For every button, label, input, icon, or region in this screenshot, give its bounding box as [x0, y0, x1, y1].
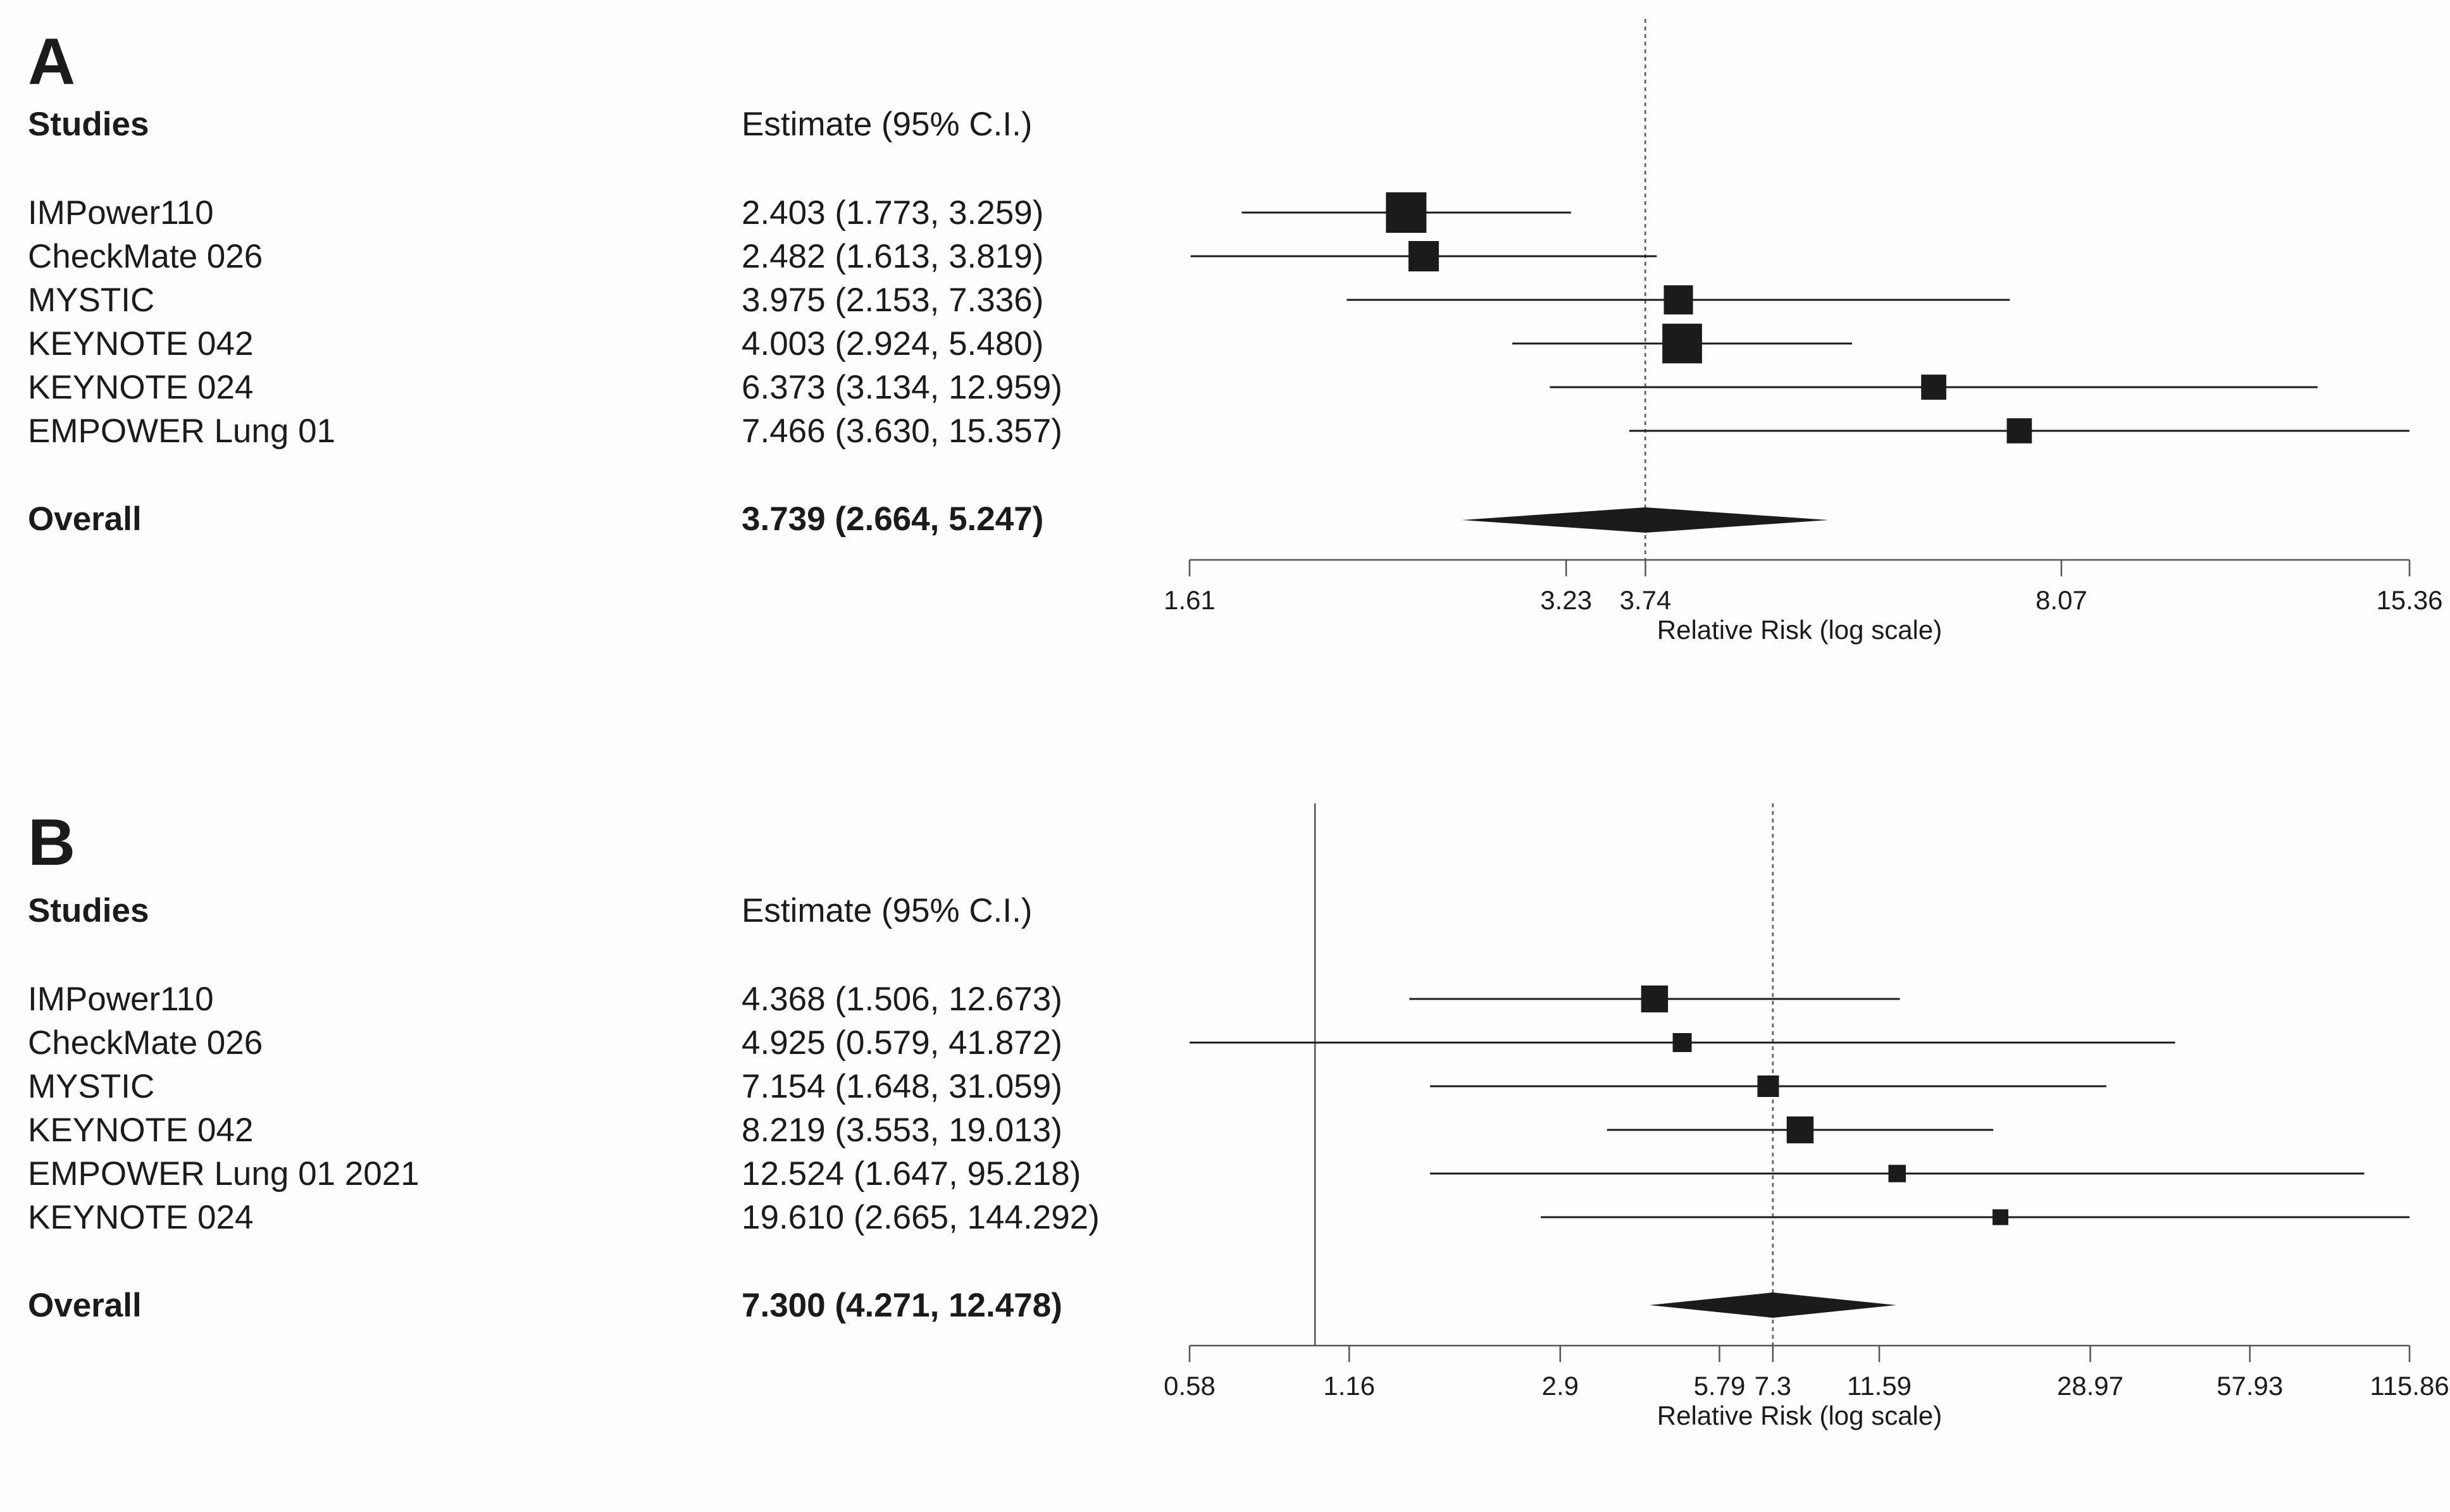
overall-diamond — [1462, 507, 1829, 533]
point-estimate — [1921, 375, 1946, 400]
study-name: KEYNOTE 024 — [28, 369, 254, 406]
study-name: EMPOWER Lung 01 2021 — [28, 1155, 420, 1193]
study-estimate: 2.403 (1.773, 3.259) — [742, 194, 1044, 232]
point-estimate — [1641, 985, 1669, 1013]
point-estimate — [1408, 241, 1439, 271]
point-estimate — [1386, 192, 1427, 233]
study-estimate: 4.925 (0.579, 41.872) — [742, 1024, 1062, 1062]
overall-estimate: 3.739 (2.664, 5.247) — [742, 500, 1044, 538]
x-tick-label: 2.9 — [1542, 1371, 1579, 1401]
estimate-header: Estimate (95% C.I.) — [742, 106, 1033, 143]
panel-b: 0.58 1.16 2.9 5.79 7.3 11.59 28.97 57.93 115.86 R… — [0, 784, 2450, 1512]
study-name: KEYNOTE 042 — [28, 325, 254, 363]
x-tick-label: 57.93 — [2217, 1371, 2283, 1401]
x-tick-label: 8.07 — [2036, 585, 2087, 615]
study-name: MYSTIC — [28, 1068, 155, 1105]
study-name: IMPower110 — [28, 194, 214, 232]
study-estimate: 12.524 (1.647, 95.218) — [742, 1155, 1081, 1193]
x-tick-label: 115.86 — [2370, 1371, 2449, 1401]
point-estimate — [1663, 285, 1693, 315]
study-estimate: 3.975 (2.153, 7.336) — [742, 282, 1044, 319]
x-tick-label: 1.16 — [1323, 1371, 1375, 1401]
x-tick-label: 1.61 — [1164, 585, 1216, 615]
study-estimate: 7.466 (3.630, 15.357) — [742, 412, 1062, 450]
overall-label: Overall — [28, 500, 142, 538]
study-estimate: 7.154 (1.648, 31.059) — [742, 1068, 1062, 1105]
x-tick-label: 28.97 — [2057, 1371, 2124, 1401]
x-tick-label: 3.74 — [1620, 585, 1672, 615]
study-name: EMPOWER Lung 01 — [28, 412, 336, 450]
point-estimate — [1888, 1165, 1906, 1182]
panel-letter: B — [28, 806, 76, 879]
study-name: CheckMate 026 — [28, 238, 263, 275]
study-name: MYSTIC — [28, 282, 155, 319]
point-estimate — [1992, 1209, 2008, 1225]
x-axis-label: Relative Risk (log scale) — [1657, 1401, 1942, 1430]
x-tick-label: 11.59 — [1847, 1371, 1912, 1401]
x-tick-label: 5.79 — [1694, 1371, 1746, 1401]
point-estimate — [1662, 323, 1702, 364]
x-axis-label: Relative Risk (log scale) — [1657, 615, 1942, 645]
point-estimate — [2006, 418, 2032, 443]
x-tick-label: 7.3 — [1755, 1371, 1791, 1401]
study-estimate: 2.482 (1.613, 3.819) — [742, 238, 1044, 275]
panel-a: 1.61 3.23 3.74 8.07 15.36 Relative Risk (log … — [0, 0, 2450, 728]
overall-estimate: 7.300 (4.271, 12.478) — [742, 1287, 1062, 1324]
x-tick-label: 0.58 — [1164, 1371, 1216, 1401]
study-name: KEYNOTE 024 — [28, 1199, 254, 1236]
study-estimate: 8.219 (3.553, 19.013) — [742, 1112, 1062, 1149]
forest-plot-a: 1.61 3.23 3.74 8.07 15.36 Relative Risk (log … — [1164, 19, 2443, 645]
overall-diamond — [1649, 1292, 1896, 1318]
point-estimate — [1786, 1116, 1814, 1144]
study-name: IMPower110 — [28, 981, 214, 1018]
x-tick-label: 3.23 — [1540, 585, 1592, 615]
study-estimate: 6.373 (3.134, 12.959) — [742, 369, 1062, 406]
study-name: CheckMate 026 — [28, 1024, 263, 1062]
forest-plot-b: 0.58 1.16 2.9 5.79 7.3 11.59 28.97 57.93 115.86 R… — [1164, 803, 2449, 1430]
study-name: KEYNOTE 042 — [28, 1112, 254, 1149]
point-estimate — [1672, 1033, 1692, 1052]
studies-header: Studies — [28, 106, 149, 143]
overall-label: Overall — [28, 1287, 142, 1324]
point-estimate — [1757, 1075, 1779, 1097]
studies-header: Studies — [28, 892, 149, 929]
estimate-header: Estimate (95% C.I.) — [742, 892, 1033, 929]
study-estimate: 4.368 (1.506, 12.673) — [742, 981, 1062, 1018]
study-estimate: 4.003 (2.924, 5.480) — [742, 325, 1044, 363]
x-tick-label: 15.36 — [2376, 585, 2442, 615]
study-estimate: 19.610 (2.665, 144.292) — [742, 1199, 1100, 1236]
panel-letter: A — [28, 25, 76, 99]
